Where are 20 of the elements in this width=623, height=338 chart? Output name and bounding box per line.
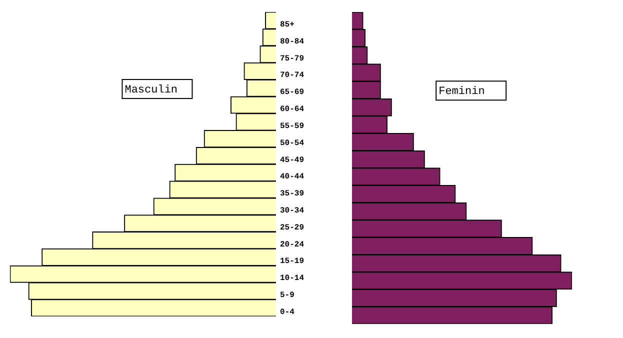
y-tick-label: 30-34 [280, 206, 304, 216]
y-tick-label: 60-64 [280, 105, 304, 114]
y-tick-label: 75-79 [280, 54, 304, 64]
y-tick-label: 10-14 [280, 274, 304, 284]
y-tick-label: 15-19 [280, 257, 304, 266]
y-tick-label: 50-54 [280, 138, 304, 148]
text: Feminin [438, 86, 485, 98]
y-tick-label: 55-59 [280, 122, 304, 131]
text: Masculin [124, 84, 178, 96]
y-tick-label: 20-24 [280, 240, 304, 250]
y-tick-label: 0-4 [280, 308, 295, 317]
y-tick-label: 5-9 [280, 291, 295, 300]
y-tick-label: 65-69 [280, 88, 304, 98]
y-tick-label: 40-44 [280, 172, 304, 182]
y-tick-label: 70-74 [280, 71, 304, 80]
y-tick-label: 35-39 [280, 190, 304, 199]
y-tick-label: 85+ [280, 20, 295, 30]
y-tick-label: 45-49 [280, 156, 304, 165]
y-tick-label: 25-29 [280, 223, 304, 232]
y-tick-label: 80-84 [280, 37, 304, 46]
